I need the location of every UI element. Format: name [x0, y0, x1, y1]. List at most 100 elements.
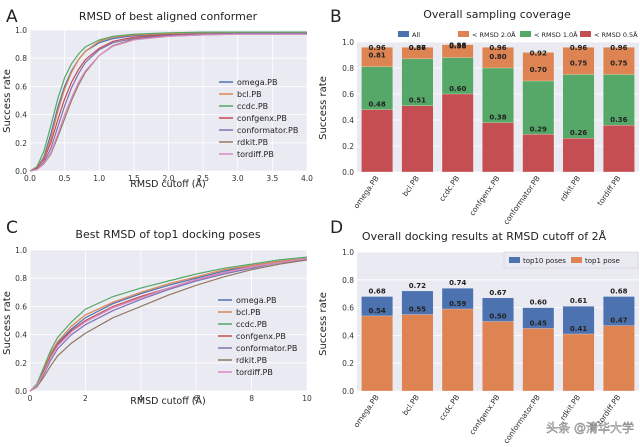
panel-d-ytick-label: 1.0	[342, 248, 354, 257]
panel-c-ytick-label: 0.6	[15, 302, 27, 311]
panel-c-xlabel: RMSD cutoff (Å)	[130, 395, 205, 407]
panel-b-legend-label: < RMSD 0.5Å	[594, 30, 638, 39]
panel-b-letter: B	[330, 7, 342, 27]
panel-a-series-line-bcl-pb	[29, 32, 307, 172]
panel-b-value-label-rmsd1: 0.81	[369, 52, 386, 60]
panel-b-ytick-label: 1.0	[342, 38, 354, 47]
panel-b-value-label-rmsd05: 0.60	[449, 85, 466, 93]
panel-c-legend-label: bcl.PB	[236, 308, 261, 317]
panel-c-xtick-label: 6	[194, 394, 199, 403]
panel-d-legend-label: top1 pose	[585, 257, 620, 265]
panel-d-value-label-top1: 0.41	[570, 325, 587, 333]
panel-d-xtick-label: confgenx.PB	[467, 393, 501, 436]
panel-c-ytick-label: 0.4	[15, 331, 27, 340]
panel-a-ytick-label: 1.0	[15, 26, 27, 35]
panel-c-xtick-label: 0	[28, 394, 33, 403]
panel-c-legend-label: omega.PB	[236, 296, 276, 305]
panel-c-ylabel: Success rate	[2, 291, 13, 355]
panel-b-value-label-all: 0.96	[570, 44, 587, 52]
panel-d-title: Overall docking results at RMSD cutoff o…	[362, 230, 607, 243]
panel-b-xtick-label: omega.PB	[352, 174, 381, 210]
panel-b-value-label-rmsd05: 0.51	[409, 97, 426, 105]
panel-c-title: Best RMSD of top1 docking poses	[75, 228, 260, 241]
panel-a-legend-label: rdkit.PB	[237, 138, 268, 147]
panel-b-xtick-label: tordiff.PB	[595, 174, 622, 207]
panel-b-legend-swatch	[520, 31, 531, 37]
panel-b-ytick-label: 0.2	[342, 142, 354, 151]
panel-c-series-line-bcl-pb	[29, 257, 308, 392]
panel-c-series-line-rdkit-pb	[29, 259, 308, 392]
panel-a-xtick-label: 0.0	[24, 174, 36, 183]
panel-a-xtick-label: 3.5	[266, 174, 278, 183]
panel-a-xtick-label: 4.0	[301, 174, 313, 183]
panel-c-legend-label: confgenx.PB	[236, 332, 286, 341]
panel-d-letter: D	[330, 218, 343, 238]
panel-b: B Overall sampling coverage Success rate…	[318, 7, 639, 226]
panel-b-ytick-label: 0.0	[342, 168, 354, 177]
panel-c: C Best RMSD of top1 docking poses Succes…	[2, 218, 312, 407]
panel-a-legend-label: confgenx.PB	[237, 114, 287, 123]
panel-b-value-label-rmsd05: 0.29	[530, 125, 547, 133]
panel-d-value-label-top10: 0.61	[570, 297, 587, 305]
panel-b-xtick-label: ccdc.PB	[437, 174, 461, 203]
panel-c-ytick-label: 1.0	[15, 246, 27, 255]
panel-d-value-label-top10: 0.72	[409, 282, 426, 290]
panel-c-xtick-label: 10	[302, 394, 312, 403]
panel-b-value-label-rmsd1: 0.80	[489, 53, 506, 61]
panel-d-value-label-top1: 0.45	[530, 319, 547, 327]
panel-a-series-line-conformator-pb	[29, 32, 307, 172]
panel-a-xtick-label: 2.0	[163, 174, 175, 183]
panel-c-plot-area	[30, 250, 307, 391]
panel-b-legend-label: < RMSD 2.0Å	[472, 30, 516, 39]
panel-d-bar-top1-pose	[441, 308, 474, 392]
panel-d-xtick-label: ccdc.PB	[437, 393, 461, 422]
panel-c-xtick-label: 2	[83, 394, 88, 403]
panel-a-ytick-label: 0.8	[15, 54, 27, 63]
panel-a-xtick-label: 3.0	[232, 174, 244, 183]
panel-a-ytick-label: 0.2	[15, 139, 27, 148]
panel-b-bar--rmsd-0-5-	[401, 105, 434, 173]
panel-a-xtick-label: 0.5	[59, 174, 71, 183]
watermark: 头条 @清华大学	[546, 420, 634, 435]
panel-c-series-line-tordiff-pb	[29, 257, 308, 392]
panel-b-xtick-label: bcl.PB	[400, 174, 421, 198]
panel-a-xtick-label: 1.5	[128, 174, 140, 183]
panel-d-legend-label: top10 poses	[523, 257, 566, 265]
panel-b-value-label-all: 0.92	[530, 49, 547, 57]
panel-b-value-label-rmsd1: 0.70	[530, 66, 547, 74]
panel-a-series-line-tordiff-pb	[29, 33, 307, 172]
panel-b-value-label-rmsd05: 0.48	[369, 101, 386, 109]
panel-b-bar--rmsd-0-5-	[562, 138, 595, 173]
panel-a: A RMSD of best aligned conformer Success…	[2, 7, 313, 190]
panel-a-title: RMSD of best aligned conformer	[79, 10, 258, 23]
panel-b-value-label-rmsd05: 0.26	[570, 129, 587, 137]
panel-b-xtick-label: confgenx.PB	[467, 174, 501, 217]
panel-a-legend-label: bcl.PB	[237, 90, 262, 99]
panel-b-xtick-label: rdkit.PB	[558, 174, 582, 203]
panel-a-legend-label: omega.PB	[237, 78, 277, 87]
panel-c-xtick-label: 8	[249, 394, 254, 403]
panel-b-value-label-all: 0.96	[610, 44, 627, 52]
panel-b-legend-swatch	[398, 31, 409, 37]
panel-d-bar-top1-pose	[361, 315, 394, 392]
panel-d-bar-top1-pose	[602, 325, 635, 392]
panel-b-ytick-label: 0.8	[342, 64, 354, 73]
panel-c-legend-label: ccdc.PB	[236, 320, 267, 329]
panel-d-value-label-top1: 0.59	[449, 300, 466, 308]
panel-b-bar--rmsd-0-5-	[361, 109, 394, 173]
panel-c-ytick-label: 0.8	[15, 274, 27, 283]
panel-d-ytick-label: 0.2	[342, 359, 354, 368]
panel-c-ytick-label: 0.2	[15, 359, 27, 368]
panel-a-legend-label: ccdc.PB	[237, 102, 268, 111]
panel-b-legend-label: All	[412, 31, 420, 39]
panel-a-legend-label: conformator.PB	[237, 126, 298, 135]
panel-d-ytick-label: 0.0	[342, 387, 354, 396]
panel-c-legend-label: rdkit.PB	[236, 356, 267, 365]
panel-d-ytick-label: 0.6	[342, 304, 354, 313]
panel-a-ylabel: Success rate	[2, 69, 13, 133]
panel-d-bar-top1-pose	[562, 333, 595, 392]
panel-d-value-label-top10: 0.60	[530, 299, 547, 307]
panel-b-value-label-rmsd1: 0.75	[570, 60, 587, 68]
